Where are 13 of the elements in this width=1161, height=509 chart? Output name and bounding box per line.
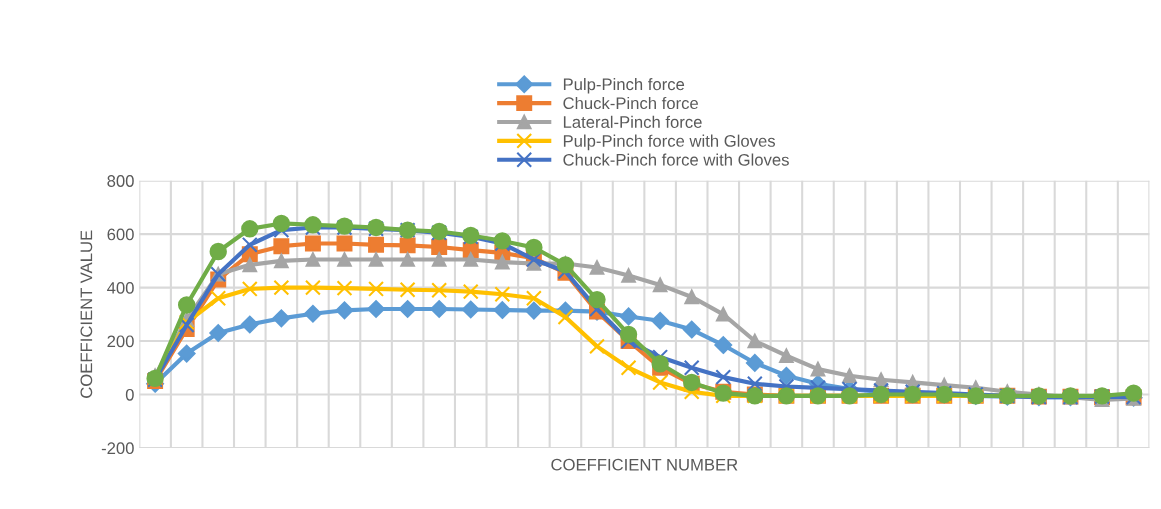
y-tick-label: 200: [107, 335, 134, 348]
y-axis-title: COEFFICIENT VALUE: [80, 230, 93, 398]
y-tick-label: 400: [107, 281, 134, 294]
legend-label: Lateral-Pinch force: [563, 115, 702, 128]
y-tick-label: 0: [125, 388, 134, 401]
y-tick-label: 600: [107, 228, 134, 241]
x-axis-title: COEFFICIENT NUMBER: [551, 458, 738, 471]
y-tick-label: 800: [107, 175, 134, 187]
legend-label: Chuck-Pinch force with Gloves: [563, 153, 789, 166]
legend-label: Chuck-Pinch force: [563, 96, 698, 110]
y-tick-label: -200: [101, 442, 134, 455]
legend-label: Pulp-Pinch force: [563, 78, 685, 94]
legend-label: Pulp-Pinch force with Gloves: [563, 134, 776, 151]
